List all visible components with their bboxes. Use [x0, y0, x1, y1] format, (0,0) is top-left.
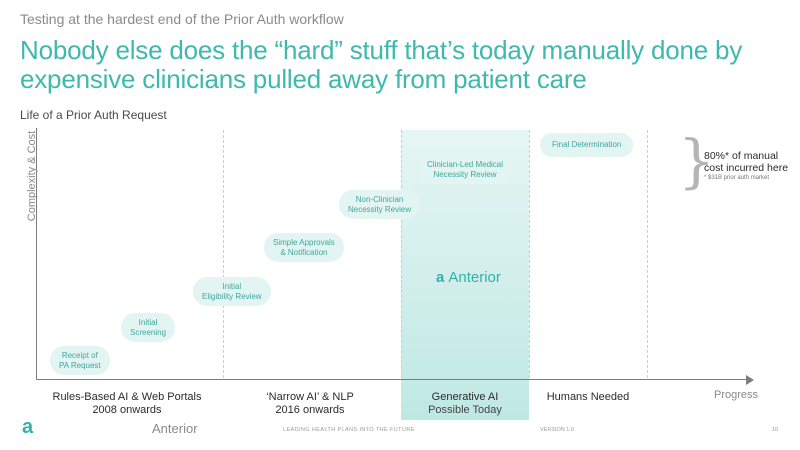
y-axis-label: Complexity & Cost	[26, 130, 38, 222]
era-humans-needed: Humans Needed	[529, 391, 647, 404]
footer-tagline: LEADING HEALTH PLANS INTO THE FUTURE	[283, 427, 415, 433]
footer-version: VERSION 1.0	[540, 427, 574, 433]
era-title: Generative AI	[431, 391, 499, 403]
x-axis-arrow-icon	[746, 375, 754, 385]
page-number: 10	[772, 427, 779, 433]
step-non-clinician-pill: Non-Clinician Necessity Review	[339, 190, 421, 219]
cost-footnote: * $31B prior auth market	[704, 175, 770, 181]
step-line: Non-Clinician	[355, 195, 404, 204]
era-subtitle: Possible Today	[428, 404, 502, 416]
step-simple-approvals-pill: Simple Approvals & Notification	[264, 233, 344, 262]
chart-subtitle: Life of a Prior Auth Request	[20, 108, 167, 122]
anterior-logo-icon: a	[436, 269, 445, 286]
step-line: Receipt of	[61, 351, 98, 360]
step-line: PA Request	[59, 360, 101, 370]
step-line: Simple Approvals	[273, 238, 335, 247]
step-line: Screening	[130, 327, 167, 337]
footer-wordmark: Anterior	[152, 421, 198, 436]
anterior-brand-name: Anterior	[448, 269, 501, 286]
x-axis-line	[36, 379, 748, 380]
column-divider	[223, 130, 224, 378]
column-divider	[529, 130, 530, 378]
era-title: Humans Needed	[546, 391, 630, 403]
step-receipt-pill: Receipt of PA Request	[50, 346, 110, 375]
step-line: Final Determination	[552, 140, 622, 149]
step-line: & Notification	[280, 247, 328, 257]
step-eligibility-pill: Initial Eligibility Review	[193, 277, 271, 306]
x-axis-label: Progress	[714, 389, 759, 401]
anterior-brand: a Anterior	[436, 269, 501, 286]
step-final-determination-pill: Final Determination	[540, 133, 634, 157]
era-title: Rules-Based AI & Web Portals	[52, 391, 202, 403]
era-title: ‘Narrow AI’ & NLP	[266, 391, 354, 403]
slide-eyebrow: Testing at the hardest end of the Prior …	[20, 11, 344, 27]
step-clinician-led-pill: Clinician-Led Medical Necessity Review	[418, 155, 513, 184]
step-screening-pill: Initial Screening	[121, 313, 176, 342]
step-line: Eligibility Review	[202, 291, 262, 301]
step-line: Initial	[138, 318, 158, 327]
step-line: Clinician-Led Medical	[427, 160, 504, 169]
column-divider	[401, 130, 402, 378]
column-divider	[647, 130, 648, 378]
y-axis-line	[36, 128, 37, 380]
step-line: Initial	[222, 282, 242, 291]
slide-headline: Nobody else does the “hard” stuff that’s…	[20, 35, 743, 94]
step-line: Necessity Review	[433, 169, 497, 179]
footer-logo-icon: a	[22, 416, 34, 438]
brace-icon: }	[678, 127, 715, 195]
step-line: Necessity Review	[348, 204, 412, 214]
era-subtitle: 2008 onwards	[92, 404, 162, 416]
era-narrow-ai: ‘Narrow AI’ & NLP 2016 onwards	[235, 391, 385, 417]
era-subtitle: 2016 onwards	[275, 404, 345, 416]
era-generative-ai: Generative AI Possible Today	[401, 391, 529, 417]
cost-callout: 80%* of manual cost incurred here	[704, 150, 789, 174]
era-rules-based: Rules-Based AI & Web Portals 2008 onward…	[46, 391, 208, 417]
